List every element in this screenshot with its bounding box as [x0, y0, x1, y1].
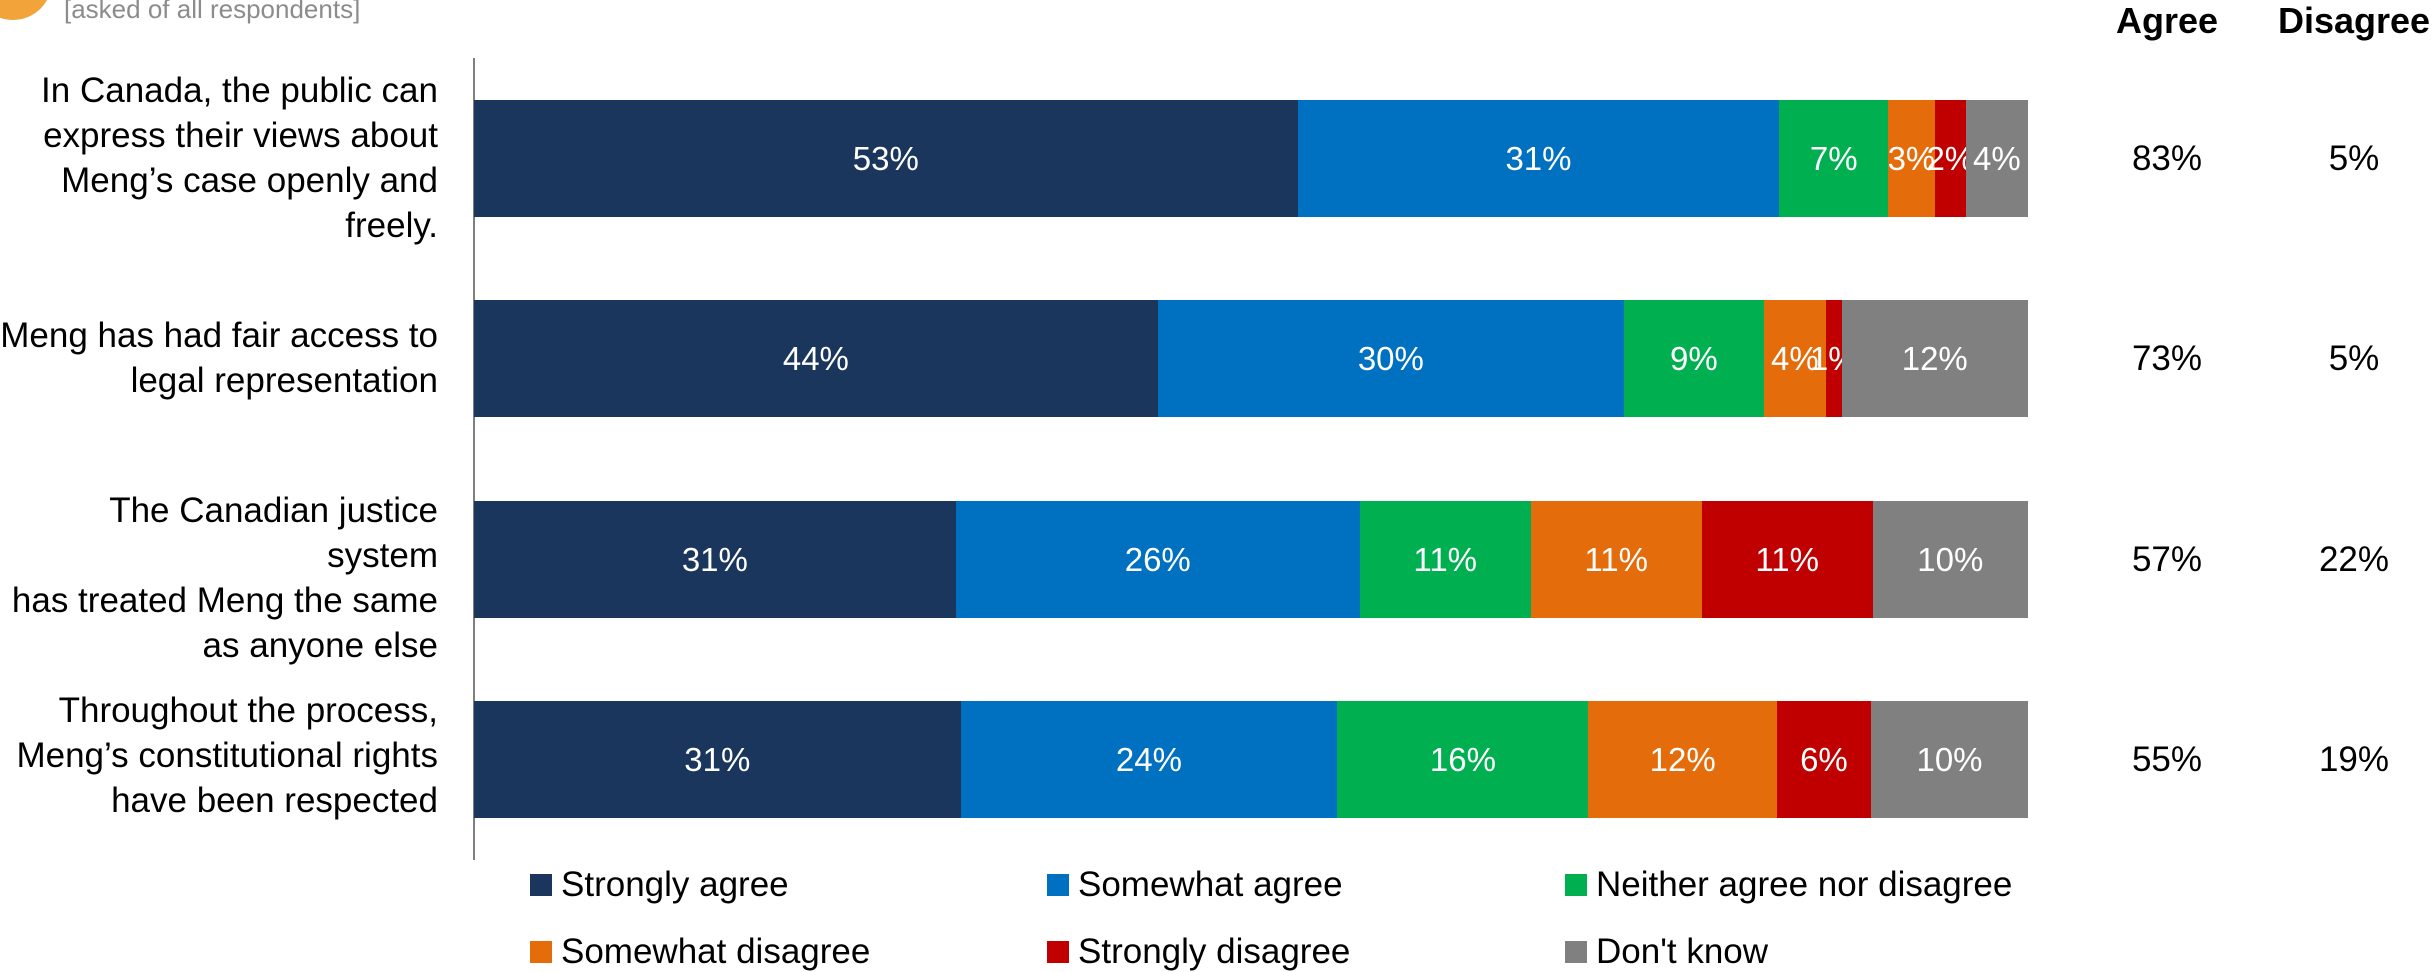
category-label: In Canada, the public can express their … — [41, 71, 438, 245]
bar-segment: 6% — [1776, 701, 1872, 818]
chart-subtitle: [asked of all respondents] — [64, 0, 361, 24]
legend-label: Strongly agree — [561, 865, 789, 904]
net-agree-value: 57% — [2131, 539, 2203, 579]
bar-segment: 31% — [1297, 100, 1780, 217]
legend-item: Strongly agree — [530, 865, 789, 905]
bar-segment: 31% — [474, 701, 961, 818]
stacked-bar: 31% 26% 11% 11% 11% 10% — [474, 501, 2028, 618]
legend-item: Neither agree nor disagree — [1565, 865, 2012, 905]
bar-segment: 12% — [1588, 701, 1777, 818]
bar-segment: 24% — [960, 701, 1338, 818]
legend-item: Don't know — [1565, 932, 1768, 972]
legend-swatch — [530, 941, 552, 963]
bar-segment: 16% — [1337, 701, 1589, 818]
category-axis-line — [473, 58, 475, 860]
bar-segment: 11% — [1359, 501, 1531, 618]
net-disagree-value: 5% — [2328, 138, 2380, 178]
net-agree-value: 55% — [2131, 739, 2203, 779]
bar-segment: 4% — [1965, 100, 2028, 217]
legend-swatch — [530, 874, 552, 896]
bar-segment: 10% — [1872, 501, 2028, 618]
stacked-bar: 44% 30% 9% 4% 1% 12% — [474, 300, 2028, 417]
bar-segment: 53% — [474, 100, 1298, 217]
legend-label: Don't know — [1596, 932, 1769, 971]
legend-label: Neither agree nor disagree — [1596, 865, 2013, 904]
net-agree-value: 83% — [2131, 138, 2203, 178]
legend-swatch — [1565, 874, 1587, 896]
bar-segment: 26% — [955, 501, 1360, 618]
legend-label: Strongly disagree — [1078, 932, 1351, 971]
bar-segment: 12% — [1841, 300, 2028, 417]
net-disagree-value: 22% — [2318, 539, 2390, 579]
bar-segment: 1% — [1810, 300, 1858, 417]
legend-item: Somewhat disagree — [530, 932, 870, 972]
stacked-bar: 53% 31% 7% 3% 2% 4% — [474, 100, 2028, 217]
bar-segment: 44% — [474, 300, 1158, 417]
bar-segment: 10% — [1871, 701, 2028, 818]
bar-segment: 11% — [1530, 501, 1702, 618]
stacked-bar: 31% 24% 16% 12% 6% 10% — [474, 701, 2028, 818]
legend-item: Strongly disagree — [1047, 932, 1350, 972]
legend-item: Somewhat agree — [1047, 865, 1343, 905]
section-badge-icon — [0, 0, 52, 20]
category-label: The Canadian justice system has treated … — [11, 491, 438, 665]
bar-segment: 31% — [474, 501, 956, 618]
bar-segment: 7% — [1779, 100, 1889, 217]
bar-segment: 2% — [1926, 100, 1974, 217]
net-disagree-value: 5% — [2328, 338, 2380, 378]
bar-segment: 30% — [1157, 300, 1624, 417]
net-agree-value: 73% — [2131, 338, 2203, 378]
category-label: Meng has had fair access to legal repres… — [0, 316, 438, 400]
agree-column-heading: Agree — [2115, 0, 2219, 41]
bar-segment: 11% — [1701, 501, 1873, 618]
bar-segment: 9% — [1623, 300, 1764, 417]
legend-label: Somewhat disagree — [561, 932, 871, 971]
legend-swatch — [1047, 941, 1069, 963]
category-label: Throughout the process, Meng’s constitut… — [16, 691, 438, 820]
legend-swatch — [1047, 874, 1069, 896]
legend-swatch — [1565, 941, 1587, 963]
bar-segment: 3% — [1888, 100, 1935, 217]
disagree-column-heading: Disagree — [2277, 0, 2431, 41]
net-disagree-value: 19% — [2318, 739, 2390, 779]
legend-label: Somewhat agree — [1078, 865, 1343, 904]
bar-segment: 4% — [1763, 300, 1826, 417]
